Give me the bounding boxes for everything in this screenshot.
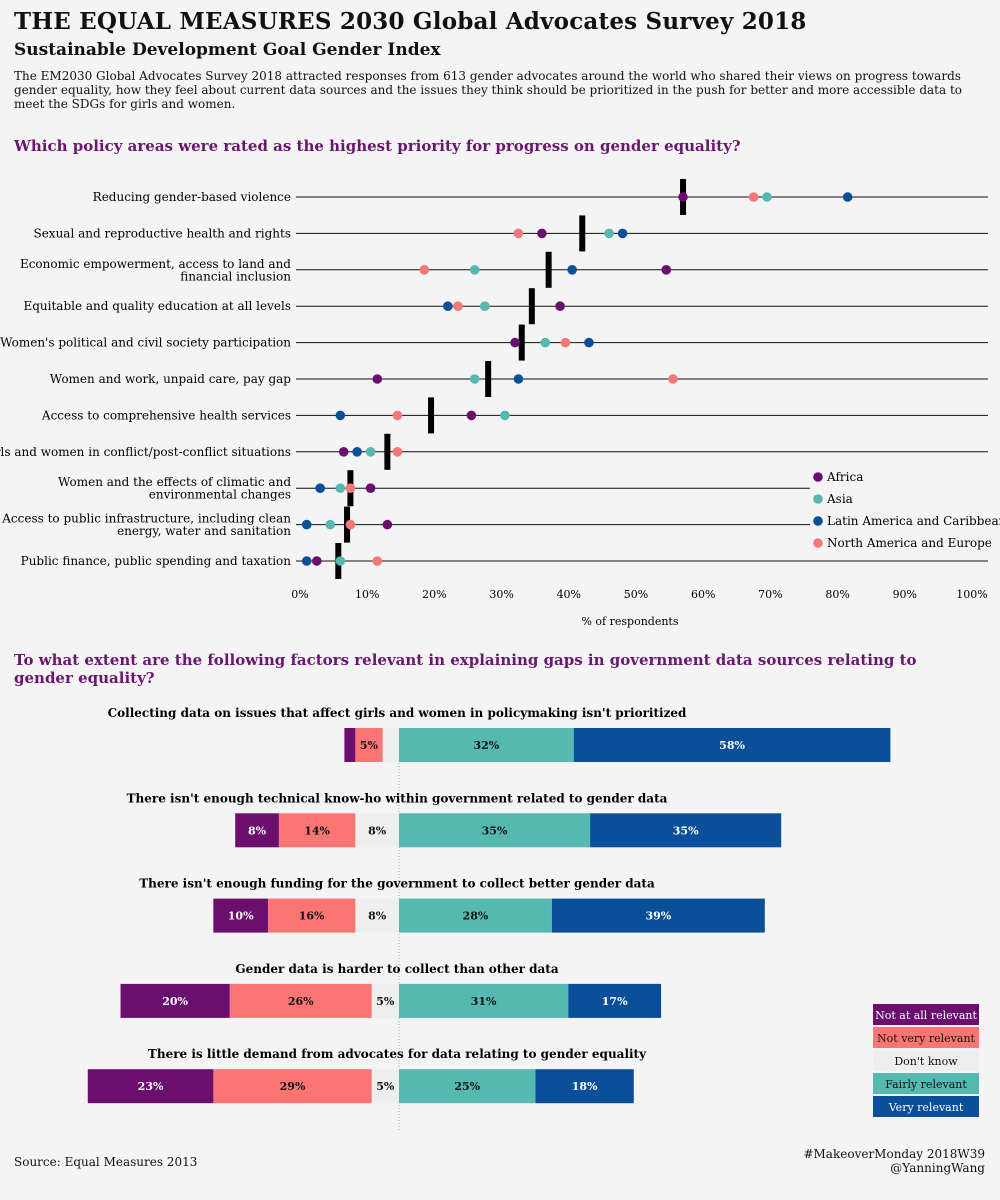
bar-value-label: 58% [719,739,745,752]
factor-label: There isn't enough technical know-ho wit… [127,791,668,805]
bar-value-label: 39% [645,910,671,923]
bar-value-label: 8% [368,824,387,837]
bar-value-label: 8% [368,910,387,923]
bar-value-label: 23% [138,1080,164,1093]
legend-label: Not at all relevant [875,1009,977,1022]
bar-value-label: 25% [454,1080,480,1093]
legend-label: Not very relevant [877,1032,976,1045]
bar-value-label: 26% [288,995,314,1008]
legend-label: Don't know [894,1055,958,1068]
credit-hashtag: #MakeoverMonday 2018W39 [803,1147,985,1161]
bar-value-label: 35% [482,824,508,837]
bar-value-label: 20% [162,995,188,1008]
legend-label: Very relevant [888,1101,964,1114]
bar-value-label: 5% [360,739,379,752]
credit-note: #MakeoverMonday 2018W39 @YanningWang [803,1147,985,1175]
factor-label: Gender data is harder to collect than ot… [235,962,559,976]
source-note: Source: Equal Measures 2013 [14,1155,197,1169]
bar-value-label: 35% [673,824,699,837]
bar-segment [383,728,399,762]
bar-value-label: 8% [248,824,267,837]
bar-value-label: 29% [280,1080,306,1093]
bar-value-label: 5% [376,995,395,1008]
legend-label: Fairly relevant [885,1078,967,1091]
credit-author: @YanningWang [803,1161,985,1175]
factor-label: There is little demand from advocates fo… [148,1047,647,1061]
bar-value-label: 18% [572,1080,598,1093]
bar-value-label: 28% [463,910,489,923]
bar-value-label: 16% [299,910,325,923]
bar-value-label: 10% [228,910,254,923]
bar-value-label: 14% [304,824,330,837]
factor-label: Collecting data on issues that affect gi… [108,706,687,720]
bar-value-label: 31% [471,995,497,1008]
bar-segment [344,728,355,762]
bar-value-label: 32% [473,739,499,752]
factor-label: There isn't enough funding for the gover… [139,877,655,891]
bar-value-label: 5% [376,1080,395,1093]
bar-value-label: 17% [602,995,628,1008]
